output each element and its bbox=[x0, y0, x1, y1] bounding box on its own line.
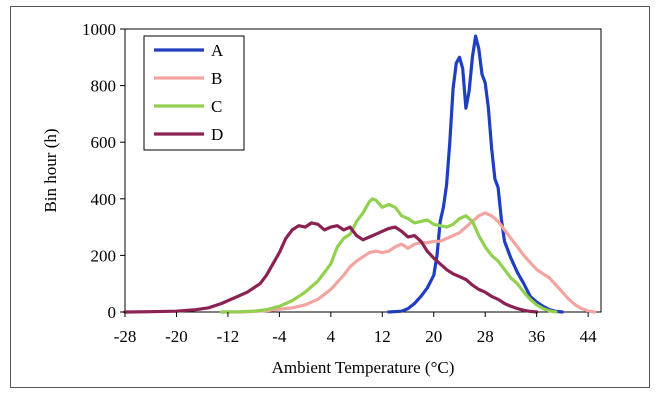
y-tick-label: 600 bbox=[91, 133, 117, 152]
line-chart: -28 -20 -12 -4 4 12 20 28 36 4402004006008001000 … bbox=[41, 20, 602, 377]
legend-label-c: C bbox=[211, 97, 222, 116]
x-tick-label: 12 bbox=[374, 327, 391, 346]
x-axis-title: Ambient Temperature (°C) bbox=[272, 358, 455, 377]
series-d-line bbox=[123, 221, 539, 314]
legend-label-a: A bbox=[211, 41, 224, 60]
plot-area bbox=[124, 28, 602, 313]
y-tick-label: 800 bbox=[91, 77, 117, 96]
x-tick-label: -28 bbox=[114, 327, 137, 346]
x-tick-label: 36 bbox=[528, 327, 545, 346]
x-tick-label: 28 bbox=[477, 327, 494, 346]
legend-label-d: D bbox=[211, 125, 223, 144]
y-tick-label: 0 bbox=[108, 303, 117, 322]
plot-border bbox=[124, 28, 602, 313]
x-tick-label: 44 bbox=[580, 327, 598, 346]
x-tick-label: -12 bbox=[217, 327, 240, 346]
legend-box bbox=[143, 35, 245, 151]
series-b-line bbox=[219, 211, 597, 314]
x-tick-label: 4 bbox=[327, 327, 336, 346]
x-tick-label: 20 bbox=[425, 327, 442, 346]
legend-label-b: B bbox=[211, 69, 222, 88]
chart-frame: -28 -20 -12 -4 4 12 20 28 36 44 0 200 400 600 800 1000 … bbox=[10, 6, 650, 388]
series-c-line bbox=[219, 197, 558, 314]
y-tick-label: 400 bbox=[91, 190, 117, 209]
x-tick-label: -20 bbox=[165, 327, 188, 346]
y-tick-label: 1000 bbox=[82, 20, 116, 39]
y-axis-title: Bin hour (h) bbox=[41, 128, 60, 212]
x-tick-label: -4 bbox=[272, 327, 287, 346]
series-a-line bbox=[387, 34, 564, 314]
series-layer bbox=[123, 34, 597, 314]
axes-layer: -28 -20 -12 -4 4 12 20 28 36 44 0 200 400 600 800 1000 bbox=[82, 20, 597, 346]
y-tick-label: 200 bbox=[91, 246, 117, 265]
